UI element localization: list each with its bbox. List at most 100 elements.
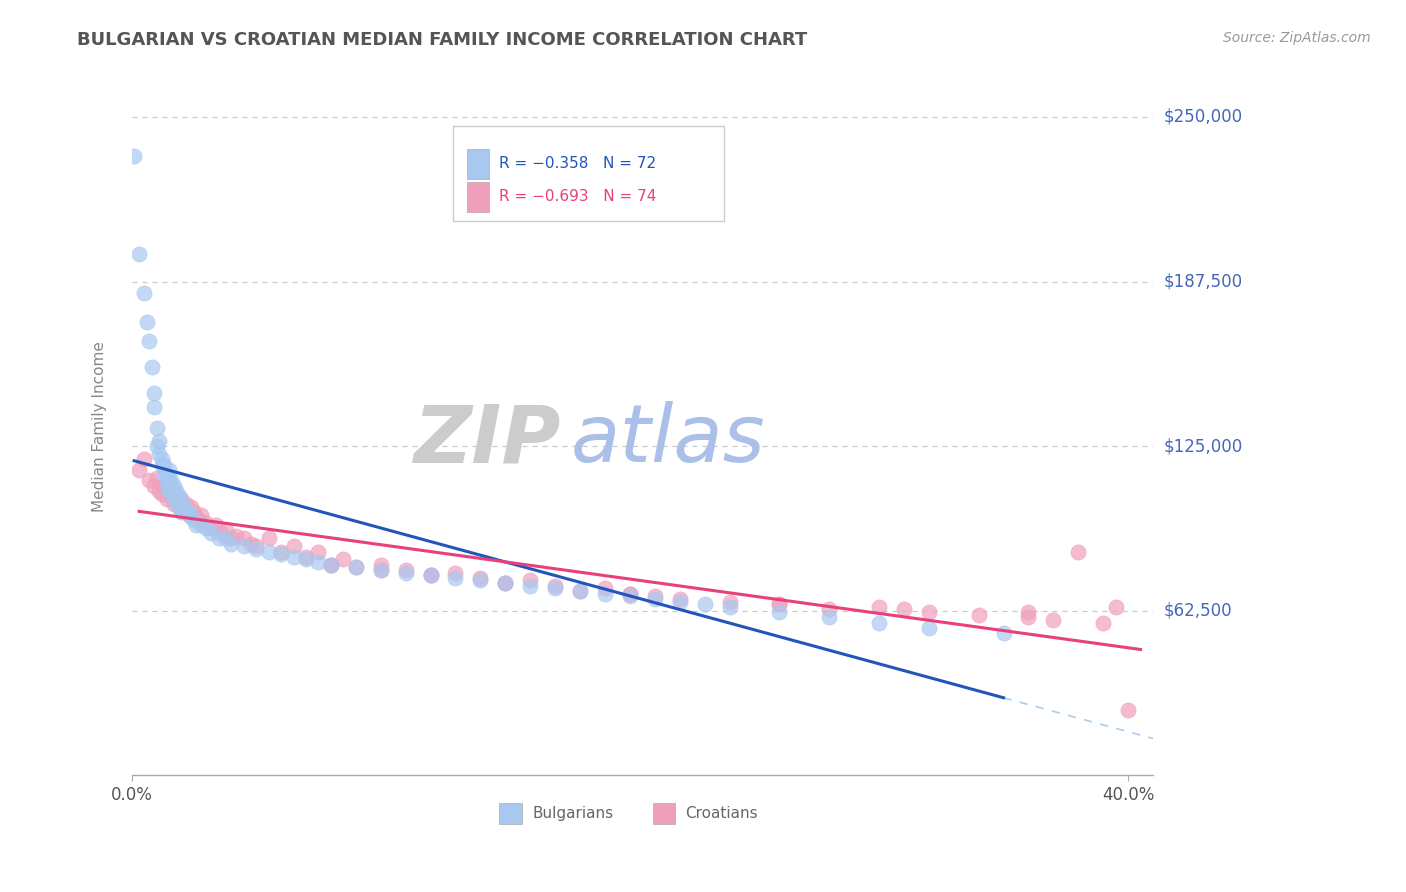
Bar <box>652 804 675 824</box>
Point <box>1104 599 1126 614</box>
Text: $62,500: $62,500 <box>1164 602 1233 620</box>
Point <box>145 471 167 485</box>
Point <box>319 558 342 572</box>
Bar <box>467 182 489 212</box>
Point <box>593 587 616 601</box>
Text: Croatians: Croatians <box>685 806 758 822</box>
Point <box>232 539 254 553</box>
Point <box>160 483 183 498</box>
Point <box>693 597 716 611</box>
Point <box>283 549 305 564</box>
Point <box>128 247 150 261</box>
Point <box>818 602 841 616</box>
Point <box>644 591 666 606</box>
Point <box>419 568 441 582</box>
Text: $187,500: $187,500 <box>1164 273 1243 291</box>
Point <box>344 560 367 574</box>
Text: BULGARIAN VS CROATIAN MEDIAN FAMILY INCOME CORRELATION CHART: BULGARIAN VS CROATIAN MEDIAN FAMILY INCO… <box>77 31 807 49</box>
Point <box>132 286 155 301</box>
Point <box>195 516 218 530</box>
Point <box>186 510 208 524</box>
Point <box>160 489 183 503</box>
Point <box>718 594 741 608</box>
Point <box>157 463 180 477</box>
Bar <box>467 149 489 179</box>
Point <box>1116 702 1139 716</box>
Point <box>190 518 212 533</box>
Point <box>148 434 170 448</box>
Point <box>668 591 690 606</box>
Point <box>419 568 441 582</box>
Point <box>718 599 741 614</box>
Point <box>209 526 232 541</box>
Point <box>155 491 177 506</box>
Point <box>138 474 160 488</box>
Point <box>444 566 467 580</box>
Point <box>395 563 418 577</box>
Point <box>245 539 267 553</box>
Point <box>215 532 238 546</box>
Point <box>308 555 330 569</box>
Point <box>1042 613 1064 627</box>
Point <box>155 478 177 492</box>
Point <box>1092 615 1115 630</box>
Point <box>150 458 173 472</box>
Point <box>1067 544 1090 558</box>
Text: R = −0.358   N = 72: R = −0.358 N = 72 <box>499 156 657 171</box>
Y-axis label: Median Family Income: Median Family Income <box>93 341 107 512</box>
Point <box>219 532 242 546</box>
Point <box>166 486 188 500</box>
Point <box>145 439 167 453</box>
Point <box>619 587 641 601</box>
Point <box>170 491 193 506</box>
Point <box>180 510 202 524</box>
Point <box>200 526 222 541</box>
Point <box>166 494 188 508</box>
Point <box>893 602 915 616</box>
Point <box>135 315 157 329</box>
Point <box>225 529 247 543</box>
Point <box>183 505 205 519</box>
Point <box>157 483 180 498</box>
Point <box>153 466 176 480</box>
Point <box>519 579 541 593</box>
Point <box>122 149 145 163</box>
Point <box>148 483 170 498</box>
Point <box>167 489 190 503</box>
Point <box>668 594 690 608</box>
Point <box>257 544 280 558</box>
Point <box>270 544 292 558</box>
Point <box>177 508 200 522</box>
Bar <box>453 127 724 220</box>
Point <box>232 532 254 546</box>
Point <box>332 552 354 566</box>
Point <box>593 582 616 596</box>
Point <box>170 505 193 519</box>
Point <box>494 576 516 591</box>
Point <box>163 478 186 492</box>
Text: $125,000: $125,000 <box>1164 437 1243 455</box>
Point <box>644 589 666 603</box>
Point <box>419 568 441 582</box>
Point <box>157 483 180 498</box>
Point <box>370 563 392 577</box>
Point <box>544 579 567 593</box>
Point <box>157 474 180 488</box>
Point <box>470 571 492 585</box>
Point <box>1017 610 1039 624</box>
Point <box>145 421 167 435</box>
Point <box>215 524 238 538</box>
Point <box>319 558 342 572</box>
Point <box>519 574 541 588</box>
Point <box>569 584 592 599</box>
Point <box>370 563 392 577</box>
Point <box>150 452 173 467</box>
Text: Source: ZipAtlas.com: Source: ZipAtlas.com <box>1223 31 1371 45</box>
Point <box>344 560 367 574</box>
Point <box>177 505 200 519</box>
Point <box>143 386 166 401</box>
Point <box>195 521 218 535</box>
Point <box>295 549 318 564</box>
Point <box>148 447 170 461</box>
Point <box>569 584 592 599</box>
